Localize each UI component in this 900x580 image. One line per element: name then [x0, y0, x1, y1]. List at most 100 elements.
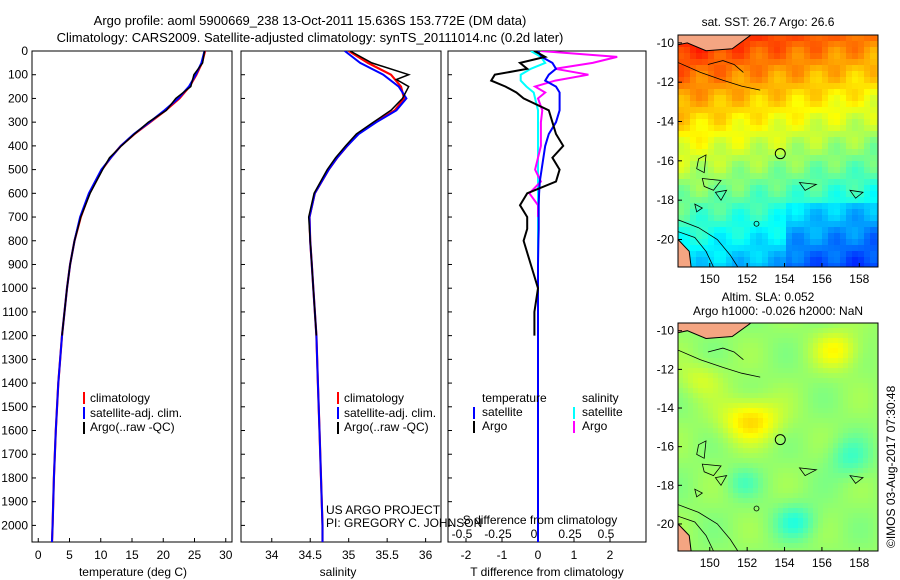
- reef-outline: [753, 220, 760, 227]
- map-cell: [863, 323, 869, 329]
- map-cell: [840, 221, 847, 228]
- map-cell: [774, 59, 781, 66]
- map-cell: [723, 428, 729, 434]
- map-cell: [738, 533, 744, 539]
- map-cell: [728, 403, 734, 409]
- map-cell: [696, 161, 703, 168]
- map-cell: [798, 453, 804, 459]
- map-cell: [840, 215, 847, 222]
- map-cell: [683, 463, 689, 469]
- map-cell: [763, 383, 769, 389]
- map-cell: [793, 363, 799, 369]
- map-cell: [838, 488, 844, 494]
- map-cell: [738, 473, 744, 479]
- map-cell: [813, 373, 819, 379]
- map-cell: [808, 358, 814, 364]
- map-cell: [808, 488, 814, 494]
- map-cell: [828, 373, 834, 379]
- map-cell: [678, 488, 684, 494]
- map-cell: [768, 408, 774, 414]
- map-cell: [858, 538, 864, 544]
- map-cell: [720, 89, 727, 96]
- map-cell: [756, 215, 763, 222]
- map-cell: [684, 227, 691, 234]
- map-cell: [780, 215, 787, 222]
- map-cell: [843, 353, 849, 359]
- map-cell: [768, 215, 775, 222]
- map-cell: [876, 203, 878, 210]
- map-cell: [822, 203, 829, 210]
- map-cell: [733, 523, 739, 529]
- map-cell: [718, 378, 724, 384]
- map-cell: [703, 483, 709, 489]
- map-cell: [778, 368, 784, 374]
- map-cell: [763, 333, 769, 339]
- map-cell: [816, 47, 823, 54]
- map-cell: [822, 119, 829, 126]
- map-cell: [843, 343, 849, 349]
- reef-outline: [798, 182, 818, 191]
- map-cell: [774, 161, 781, 168]
- map-cell: [783, 518, 789, 524]
- map-cell: [853, 423, 859, 429]
- map-cell: [808, 338, 814, 344]
- pi-annotation: PI: GREGORY C. JOHNSON: [326, 516, 482, 530]
- map-cell: [792, 137, 799, 144]
- map-cell: [818, 483, 824, 489]
- map-cell: [756, 71, 763, 78]
- map-cell: [798, 179, 805, 186]
- map-cell: [750, 203, 757, 210]
- map-cell: [873, 438, 878, 444]
- map-cell: [732, 191, 739, 198]
- map-cell: [774, 65, 781, 72]
- map-cell: [803, 448, 809, 454]
- map-cell: [873, 353, 878, 359]
- map-cell: [688, 408, 694, 414]
- map-cell: [816, 41, 823, 48]
- map-cell: [818, 353, 824, 359]
- map-cell: [713, 413, 719, 419]
- map-cell: [834, 59, 841, 66]
- map-cell: [823, 328, 829, 334]
- map-cell: [873, 403, 878, 409]
- map-cell: [818, 493, 824, 499]
- map-cell: [786, 59, 793, 66]
- map-cell: [698, 408, 704, 414]
- map-cell: [750, 107, 757, 114]
- map-cell: [808, 498, 814, 504]
- map-cell: [768, 343, 774, 349]
- map-cell: [834, 251, 841, 258]
- map-cell: [838, 448, 844, 454]
- map-cell: [708, 393, 714, 399]
- map-cell: [823, 538, 829, 544]
- map-cell: [753, 548, 759, 551]
- map-cell: [803, 338, 809, 344]
- map-cell: [828, 173, 835, 180]
- map-cell: [873, 418, 878, 424]
- map-cell: [718, 528, 724, 534]
- map-cell: [720, 83, 727, 90]
- map-cell: [863, 333, 869, 339]
- map-cell: [808, 383, 814, 389]
- map-cell: [728, 413, 734, 419]
- map-cell: [678, 71, 685, 78]
- map-cell: [688, 528, 694, 534]
- map-cell: [853, 508, 859, 514]
- map-cell: [750, 89, 757, 96]
- map-cell: [818, 393, 824, 399]
- map-cell: [728, 383, 734, 389]
- y-tick-label: 1400: [1, 376, 28, 390]
- map-cell: [723, 513, 729, 519]
- project-annotation: US ARGO PROJECT: [326, 503, 441, 517]
- map-cell: [690, 185, 697, 192]
- map-cell: [738, 428, 744, 434]
- map-cell: [773, 423, 779, 429]
- map-cell: [798, 119, 805, 126]
- map-cell: [798, 113, 805, 120]
- map-cell: [848, 403, 854, 409]
- map-cell: [873, 463, 878, 469]
- map-cell: [678, 478, 684, 484]
- s-tick-label: -0.25: [484, 527, 512, 541]
- map-cell: [810, 89, 817, 96]
- map-cell: [792, 77, 799, 84]
